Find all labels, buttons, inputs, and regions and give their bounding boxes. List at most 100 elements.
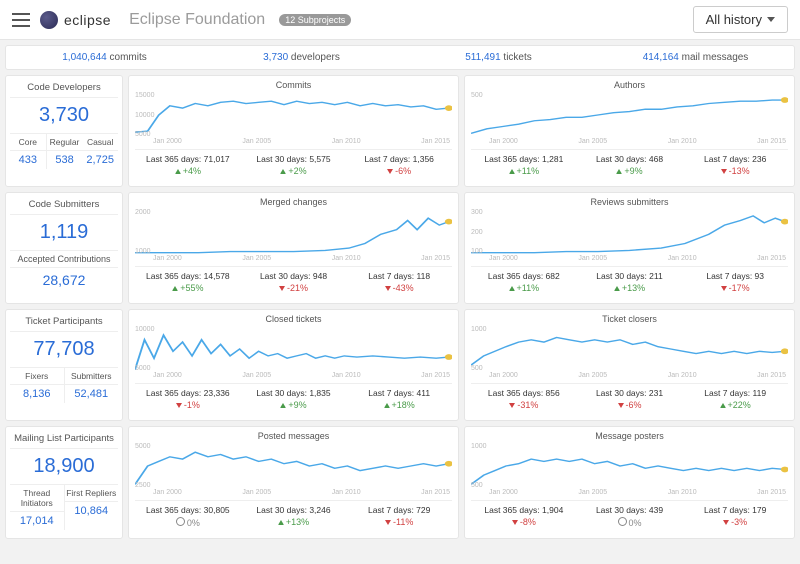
chart-stats: Last 365 days: 14,578 +55% Last 30 days:… <box>135 266 452 297</box>
y-axis: 300200100 <box>471 209 483 255</box>
arrow-up-icon <box>172 283 178 293</box>
chart-stat: Last 7 days: 179 -3% <box>682 501 788 532</box>
logo[interactable]: eclipse <box>40 11 111 29</box>
chart-card: Closed tickets 100005000 Jan 2000Jan 200… <box>128 309 459 421</box>
chart-stats: Last 365 days: 856 -31% Last 30 days: 23… <box>471 383 788 414</box>
arrow-down-icon <box>723 517 729 527</box>
chart-stat: Last 30 days: 468 +9% <box>577 150 683 180</box>
x-axis: Jan 2000Jan 2005Jan 2010Jan 2015 <box>471 138 788 147</box>
y-axis: 15000100005000 <box>135 92 154 138</box>
chart-card: Reviews submitters 300200100 Jan 2000Jan… <box>464 192 795 304</box>
chart-title: Posted messages <box>135 431 452 441</box>
chart-stat: Last 7 days: 411 +18% <box>346 384 452 414</box>
chart-area: 500 <box>471 92 788 138</box>
dashboard-rows: Code Developers 3,730 Core433Regular538Ca… <box>0 75 800 544</box>
circle-icon <box>176 517 185 528</box>
side-card-value: 3,730 <box>10 104 118 127</box>
chart-card: Posted messages 50002500 Jan 2000Jan 200… <box>128 426 459 539</box>
chart-card: Merged changes 20001000 Jan 2000Jan 2005… <box>128 192 459 304</box>
side-split-cell: First Repliers10,864 <box>65 485 119 530</box>
chart-stat: Last 7 days: 118 -43% <box>346 267 452 297</box>
chart-area: 1000500 <box>471 326 788 372</box>
arrow-down-icon <box>721 166 727 176</box>
arrow-up-icon <box>280 166 286 176</box>
sparkline <box>135 209 452 255</box>
side-card-value: 1,119 <box>10 221 118 244</box>
y-axis: 100005000 <box>135 326 154 372</box>
arrow-down-icon <box>387 166 393 176</box>
arrow-up-icon <box>280 400 286 410</box>
arrow-up-icon <box>384 400 390 410</box>
side-card: Ticket Participants 77,708Fixers8,136Sub… <box>5 309 123 421</box>
x-axis: Jan 2000Jan 2005Jan 2010Jan 2015 <box>135 372 452 381</box>
sparkline <box>471 92 788 138</box>
chart-stat: Last 7 days: 1,356 -6% <box>346 150 452 180</box>
x-axis: Jan 2000Jan 2005Jan 2010Jan 2015 <box>135 489 452 498</box>
chart-stats: Last 365 days: 682 +11% Last 30 days: 21… <box>471 266 788 297</box>
summary-item[interactable]: 414,164 mail messages <box>597 46 794 69</box>
summary-item[interactable]: 3,730 developers <box>203 46 400 69</box>
chart-card: Ticket closers 1000500 Jan 2000Jan 2005J… <box>464 309 795 421</box>
chart-title: Ticket closers <box>471 314 788 324</box>
chart-card: Commits 15000100005000 Jan 2000Jan 2005J… <box>128 75 459 187</box>
chart-area: 300200100 <box>471 209 788 255</box>
chart-stat: Last 365 days: 30,805 0% <box>135 501 241 532</box>
side-card-title: Ticket Participants <box>10 316 118 332</box>
chart-stats: Last 365 days: 1,281 +11% Last 30 days: … <box>471 149 788 180</box>
chart-stat: Last 365 days: 71,017 +4% <box>135 150 241 180</box>
chart-stats: Last 365 days: 30,805 0% Last 30 days: 3… <box>135 500 452 532</box>
side-card: Mailing List Participants 18,900 Thread I… <box>5 426 123 539</box>
side-sub-title: Accepted Contributions <box>10 250 118 268</box>
side-card-value: 18,900 <box>10 455 118 478</box>
side-split-cell: Regular538 <box>47 134 83 169</box>
side-split-cell: Fixers8,136 <box>10 368 65 403</box>
summary-item[interactable]: 1,040,644 commits <box>6 46 203 69</box>
hamburger-icon[interactable] <box>12 13 30 27</box>
sparkline <box>135 326 452 372</box>
side-card: Code Submitters 1,119 Accepted Contributi… <box>5 192 123 304</box>
chart-stats: Last 365 days: 1,904 -8% Last 30 days: 4… <box>471 500 788 532</box>
chart-stat: Last 30 days: 231 -6% <box>577 384 683 414</box>
summary-item[interactable]: 511,491 tickets <box>400 46 597 69</box>
side-card-title: Code Submitters <box>10 199 118 215</box>
history-dropdown[interactable]: All history <box>693 6 788 33</box>
side-split-cell: Core433 <box>10 134 47 169</box>
summary-bar: 1,040,644 commits3,730 developers511,491… <box>5 45 795 70</box>
topbar: eclipse Eclipse Foundation 12 Subproject… <box>0 0 800 40</box>
x-axis: Jan 2000Jan 2005Jan 2010Jan 2015 <box>471 372 788 381</box>
chart-stat: Last 7 days: 93 -17% <box>682 267 788 297</box>
side-split-cell: Casual2,725 <box>82 134 118 169</box>
chart-stat: Last 365 days: 1,281 +11% <box>471 150 577 180</box>
arrow-up-icon <box>509 283 515 293</box>
chart-stat: Last 7 days: 119 +22% <box>682 384 788 414</box>
arrow-up-icon <box>616 166 622 176</box>
chart-stats: Last 365 days: 71,017 +4% Last 30 days: … <box>135 149 452 180</box>
arrow-up-icon <box>614 283 620 293</box>
chart-stat: Last 30 days: 439 0% <box>577 501 683 532</box>
chart-stat: Last 30 days: 1,835 +9% <box>241 384 347 414</box>
chart-title: Closed tickets <box>135 314 452 324</box>
chart-stat: Last 365 days: 856 -31% <box>471 384 577 414</box>
chart-stats: Last 365 days: 23,336 -1% Last 30 days: … <box>135 383 452 414</box>
chart-stat: Last 30 days: 948 -21% <box>241 267 347 297</box>
sparkline <box>135 92 452 138</box>
arrow-up-icon <box>175 166 181 176</box>
chart-title: Reviews submitters <box>471 197 788 207</box>
side-card-title: Mailing List Participants <box>10 433 118 449</box>
chart-area: 50002500 <box>135 443 452 489</box>
sparkline <box>471 326 788 372</box>
logo-text: eclipse <box>64 12 111 28</box>
x-axis: Jan 2000Jan 2005Jan 2010Jan 2015 <box>135 255 452 264</box>
chart-card: Message posters 1000500 Jan 2000Jan 2005… <box>464 426 795 539</box>
subprojects-badge[interactable]: 12 Subprojects <box>279 14 351 26</box>
arrow-up-icon <box>509 166 515 176</box>
chart-title: Merged changes <box>135 197 452 207</box>
side-card-title: Code Developers <box>10 82 118 98</box>
arrow-down-icon <box>721 283 727 293</box>
arrow-down-icon <box>385 517 391 527</box>
sparkline <box>471 209 788 255</box>
side-split-cell: Thread Initiators17,014 <box>10 485 65 530</box>
chart-stat: Last 30 days: 3,246 +13% <box>241 501 347 532</box>
arrow-down-icon <box>279 283 285 293</box>
history-label: All history <box>706 12 762 27</box>
